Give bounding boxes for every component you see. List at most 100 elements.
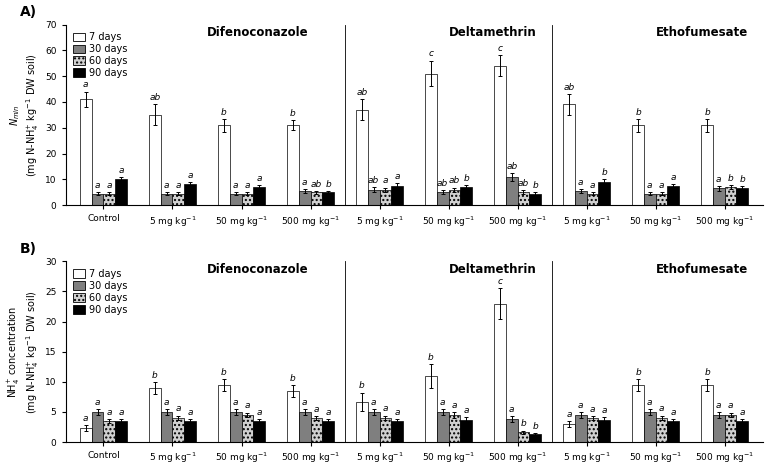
Text: a: a [95,181,101,190]
Y-axis label: NH$_{4}^{+}$ concentration
(mg N-NH$_{4}^{+}$ kg$^{-1}$ DW soil): NH$_{4}^{+}$ concentration (mg N-NH$_{4}… [5,290,41,414]
Text: a: a [245,181,250,190]
Text: b: b [221,368,227,377]
Bar [104,421,115,442]
Text: a: a [451,401,458,410]
Text: a: a [118,166,124,175]
Legend: 7 days, 30 days, 60 days, 90 days: 7 days, 30 days, 60 days, 90 days [71,266,130,318]
Bar [311,192,322,205]
Text: a: a [107,408,112,417]
Bar [632,125,644,205]
Text: a: a [256,174,262,183]
Text: a: a [188,408,193,417]
Text: ab: ab [356,88,368,97]
Text: Ethofumesate: Ethofumesate [656,263,748,276]
Bar [287,125,299,205]
Legend: 7 days, 30 days, 60 days, 90 days: 7 days, 30 days, 60 days, 90 days [71,29,130,81]
Bar [587,194,598,205]
Text: a: a [383,405,388,414]
Text: b: b [727,174,734,183]
Bar [172,418,185,442]
Bar [149,115,161,205]
Bar [253,421,265,442]
Bar [230,412,241,442]
Bar [92,412,104,442]
Bar [380,190,391,205]
Bar [461,420,472,442]
Text: a: a [371,398,377,407]
Text: a: a [578,401,584,410]
Text: B): B) [20,242,37,256]
Bar [713,415,724,442]
Bar [701,125,713,205]
Bar [437,412,448,442]
Text: a: a [245,401,250,410]
Text: c: c [428,49,434,58]
Text: a: a [256,408,262,417]
Text: a: a [302,398,308,407]
Bar [218,385,230,442]
Bar [448,190,461,205]
Bar [598,182,610,205]
Bar [299,191,311,205]
Text: c: c [498,277,502,286]
Bar [391,421,403,442]
Bar [322,192,334,205]
Text: b: b [601,168,607,177]
Text: a: a [233,398,238,407]
Bar [92,194,104,205]
Bar [667,186,679,205]
Bar [575,415,587,442]
Bar [563,424,575,442]
Bar [587,418,598,442]
Bar [575,191,587,205]
Text: a: a [107,181,112,190]
Bar [437,192,448,205]
Text: a: a [394,408,400,417]
Text: a: a [716,175,721,184]
Text: a: a [716,401,721,410]
Text: b: b [290,109,296,118]
Text: Ethofumesate: Ethofumesate [656,26,748,39]
Bar [287,391,299,442]
Text: b: b [704,368,710,377]
Text: Difenoconazole: Difenoconazole [207,26,308,39]
Text: a: a [671,172,676,181]
Text: ab: ab [449,177,460,186]
Bar [448,415,461,442]
Text: a: a [175,405,181,414]
Text: b: b [704,107,710,116]
Text: ab: ab [149,93,161,102]
Bar [241,415,253,442]
Text: ab: ab [518,179,529,188]
Text: b: b [635,368,641,377]
Text: a: a [647,398,653,407]
Text: b: b [635,107,641,116]
Bar [161,194,172,205]
Bar [356,110,368,205]
Bar [115,179,127,205]
Text: a: a [314,405,319,414]
Text: b: b [359,382,365,390]
Bar [701,385,713,442]
Bar [161,412,172,442]
Bar [115,421,127,442]
Text: b: b [521,419,526,429]
Text: A): A) [20,5,38,19]
Text: a: a [83,414,88,423]
Bar [230,194,241,205]
Bar [368,412,380,442]
Bar [322,421,334,442]
Bar [494,66,506,205]
Bar [380,418,391,442]
Text: a: a [188,171,193,180]
Text: a: a [590,181,595,190]
Bar [529,434,541,442]
Text: b: b [532,422,538,431]
Text: b: b [463,174,469,183]
Text: a: a [601,406,607,415]
Bar [391,186,403,205]
Text: ab: ab [564,83,574,92]
Bar [506,177,518,205]
Text: b: b [428,353,434,362]
Text: a: a [590,405,595,414]
